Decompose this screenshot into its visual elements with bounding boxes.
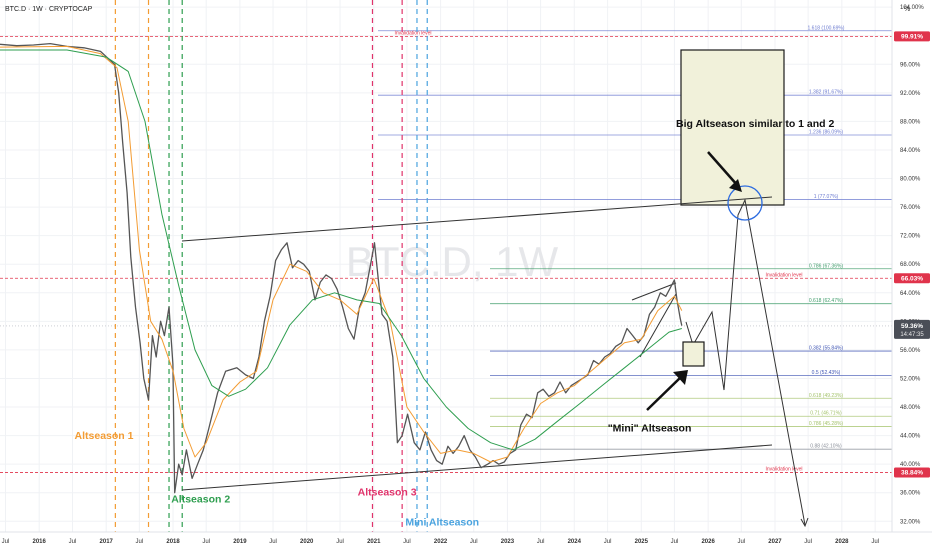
price-tags: 99.91% 66.03% 38.84% 59.36% 14:47:35 [894, 31, 930, 478]
y-tick-6: 80.00% [900, 177, 921, 183]
x-tick-12: Jul [403, 539, 411, 545]
percent-scale-button[interactable]: % [904, 6, 910, 13]
annotation-2: Altseason 3 [358, 487, 417, 499]
current-price-tag [894, 319, 930, 339]
x-tick-26: Jul [871, 539, 879, 545]
current-price-tag-text: 59.36% [901, 323, 923, 330]
y-tick-8: 72.00% [900, 234, 921, 240]
annotation-3: Mini Altseason [405, 517, 479, 529]
x-tick-22: Jul [737, 539, 745, 545]
x-tick-21: 2026 [701, 539, 715, 545]
x-tick-23: 2027 [768, 539, 782, 545]
y-tick-9: 68.00% [900, 262, 921, 268]
y-tick-14: 48.00% [900, 405, 921, 411]
x-tick-14: Jul [470, 539, 478, 545]
x-tick-9: 2020 [300, 539, 314, 545]
x-tick-1: 2016 [33, 539, 47, 545]
y-tick-12: 56.00% [900, 348, 921, 354]
invalidation-tag-text-0: 99.91% [901, 34, 923, 41]
countdown-text: 14:47:35 [900, 332, 924, 338]
x-tick-3: 2017 [100, 539, 114, 545]
x-tick-24: Jul [804, 539, 812, 545]
invalidation-tag-text-1: 66.03% [901, 276, 923, 283]
x-tick-11: 2021 [367, 539, 381, 545]
altseason-markers [114, 0, 428, 532]
x-tick-6: Jul [202, 539, 210, 545]
y-tick-17: 36.00% [900, 491, 921, 497]
x-tick-5: 2018 [166, 539, 180, 545]
invalidation-label-2: Invalidation level [766, 466, 803, 472]
x-tick-18: Jul [604, 539, 612, 545]
annotation-1: Altseason 2 [171, 494, 230, 506]
y-tick-18: 32.00% [900, 519, 921, 525]
mini-target-box[interactable] [682, 341, 705, 367]
fib-label-10: 0.786 (45.28%) [809, 421, 844, 427]
fib-label-7: 0.5 (52.43%) [812, 370, 841, 376]
fib-label-8: 0.618 (49.23%) [809, 393, 844, 399]
ma-green-line [0, 49, 682, 451]
fibonacci-retracement[interactable]: 1.618 (100.69%) 1.382 (91.67%) 1.236 (86.0… [0, 25, 892, 473]
price-axis-panel[interactable] [892, 0, 932, 532]
x-tick-10: Jul [336, 539, 344, 545]
invalidation-tag-text-2: 38.84% [901, 470, 923, 477]
big-altseason-arrow[interactable] [707, 151, 742, 192]
y-tick-5: 84.00% [900, 148, 921, 154]
fib-label-6: 0.382 (55.84%) [809, 346, 844, 352]
upper-trendline[interactable] [181, 196, 773, 242]
fib-label-5: 0.618 (62.47%) [809, 298, 844, 304]
y-tick-16: 40.00% [900, 462, 921, 468]
x-tick-17: 2024 [568, 539, 582, 545]
watermark: BTC.D, 1W [346, 238, 559, 285]
fib-label-11: 0.88 (42.10%) [810, 444, 842, 450]
time-axis[interactable]: Jul 2016 Jul 2017 Jul 2018 Jul 2019 Jul 2020 Jul 20… [2, 539, 879, 545]
x-tick-8: Jul [269, 539, 277, 545]
y-tick-15: 44.00% [900, 434, 921, 440]
annotation-5: Big Altseason similar to 1 and 2 [676, 118, 834, 130]
x-tick-15: 2023 [501, 539, 515, 545]
invalidation-label-0: Invalidation level [395, 30, 432, 36]
btc-dominance-line [0, 42, 683, 494]
y-tick-10: 64.00% [900, 291, 921, 297]
invalidation-tag-1 [894, 273, 930, 284]
fib-label-3: 1 (77.07%) [814, 194, 839, 200]
x-tick-4: Jul [136, 539, 144, 545]
price-series [0, 42, 683, 494]
x-tick-16: Jul [537, 539, 545, 545]
fib-label-9: 0.71 (46.71%) [810, 411, 842, 417]
wedge-lower-line[interactable] [639, 293, 677, 358]
lower-trendline[interactable] [181, 444, 773, 491]
y-tick-3: 92.00% [900, 91, 921, 97]
fib-label-1: 1.382 (91.67%) [809, 90, 844, 96]
ma-orange-line [0, 45, 683, 463]
annotation-0: Altseason 1 [75, 430, 134, 442]
x-tick-13: 2022 [434, 539, 448, 545]
y-tick-4: 88.00% [900, 119, 921, 125]
projection-arrowhead [800, 517, 809, 528]
fib-label-4: 0.786 (67.36%) [809, 263, 844, 269]
y-tick-13: 52.00% [900, 376, 921, 382]
mini-altseason-arrow[interactable] [646, 370, 688, 411]
x-tick-20: Jul [671, 539, 679, 545]
fib-label-0: 1.618 (100.69%) [808, 25, 845, 31]
time-axis-panel[interactable] [0, 532, 932, 550]
y-tick-2: 96.00% [900, 62, 921, 68]
invalidation-tag-0 [894, 31, 930, 42]
x-tick-25: 2028 [835, 539, 849, 545]
x-tick-0: Jul [2, 539, 10, 545]
y-tick-0: 104.00% [900, 5, 924, 11]
symbol-title[interactable]: BTC.D · 1W · CRYPTOCAP [5, 6, 93, 13]
wedge-upper-line[interactable] [631, 282, 677, 301]
x-tick-7: 2019 [233, 539, 247, 545]
invalidation-tag-2 [894, 467, 930, 478]
x-tick-2: Jul [69, 539, 77, 545]
y-tick-7: 76.00% [900, 205, 921, 211]
target-circle[interactable] [727, 185, 763, 221]
annotation-4: "Mini" Altseason [608, 422, 692, 434]
invalidation-label-1: Invalidation level [766, 272, 803, 278]
x-tick-19: 2025 [635, 539, 649, 545]
fib-label-2: 1.236 (86.09%) [809, 130, 844, 136]
annotations: Altseason 1 Altseason 2 Altseason 3 Mini Al… [75, 118, 835, 528]
